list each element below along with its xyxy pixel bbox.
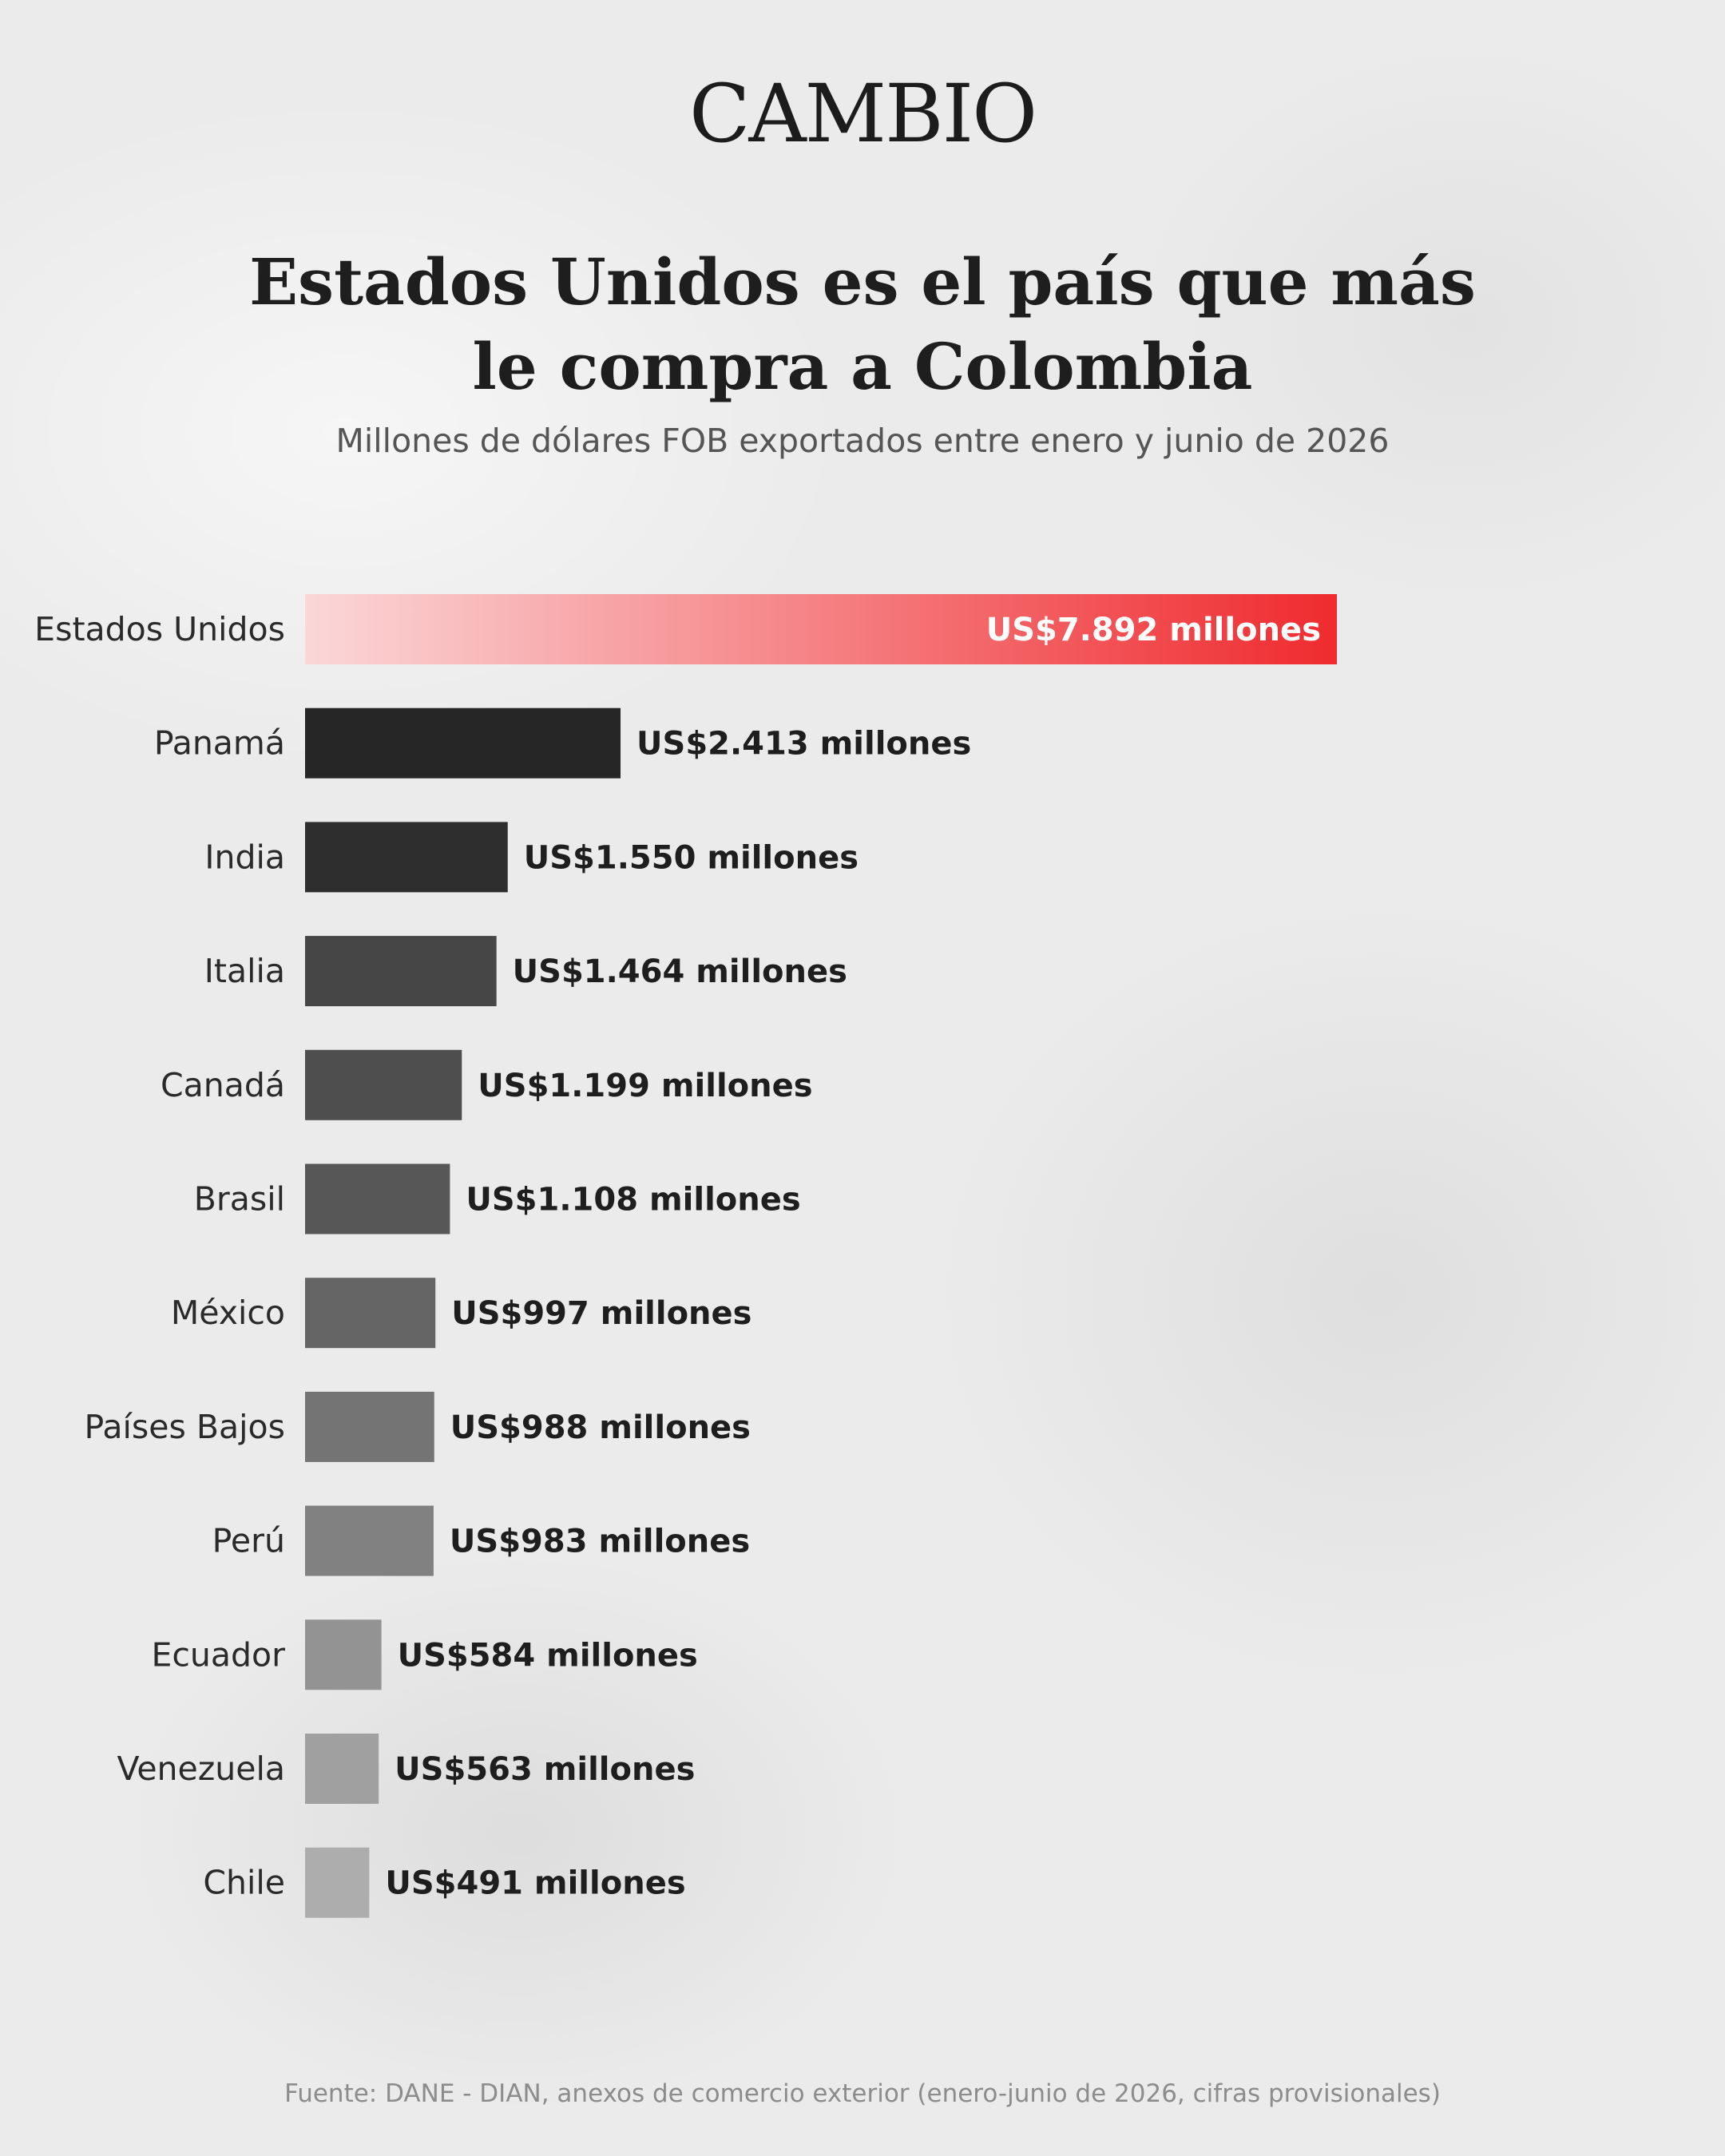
chart-title-line-1: Estados Unidos es el país que más — [249, 244, 1476, 319]
category-label-ecuador: Ecuador — [151, 1635, 285, 1674]
value-label-chile: US$491 millones — [385, 1865, 685, 1902]
bar-chile — [305, 1847, 370, 1918]
chart-title-line-2: le compra a Colombia — [472, 329, 1253, 404]
value-label-brasil: US$1.108 millones — [466, 1182, 800, 1219]
category-label-panama: Panamá — [154, 724, 285, 763]
category-label-italia: Italia — [204, 952, 285, 990]
category-label-chile: Chile — [203, 1864, 285, 1902]
chart-title: Estados Unidos es el país que más le com… — [0, 240, 1725, 409]
bar-venezuela — [305, 1734, 379, 1804]
bar-panama — [305, 707, 621, 779]
category-label-india: India — [204, 838, 285, 876]
category-label-estados-unidos: Estados Unidos — [34, 610, 285, 648]
category-label-brasil: Brasil — [194, 1180, 285, 1219]
value-label-panama: US$2.413 millones — [636, 726, 971, 763]
value-label-estados-unidos: US$7.892 millones — [986, 612, 1321, 648]
category-label-paises-bajos: Países Bajos — [85, 1408, 285, 1446]
bar-brasil — [305, 1163, 450, 1235]
bar-canada — [305, 1049, 462, 1120]
value-label-peru: US$983 millones — [450, 1524, 750, 1560]
chart-subtitle: Millones de dólares FOB exportados entre… — [335, 422, 1390, 460]
value-label-paises-bajos: US$988 millones — [450, 1409, 751, 1446]
bar-paises-bajos — [305, 1391, 434, 1462]
category-label-peru: Perú — [212, 1522, 285, 1560]
source-note: Fuente: DANE - DIAN, anexos de comercio … — [284, 2079, 1441, 2108]
bar-estados-unidos — [305, 594, 1337, 664]
value-label-italia: US$1.464 millones — [513, 953, 847, 990]
value-label-mexico: US$997 millones — [451, 1295, 751, 1332]
value-label-india: US$1.550 millones — [524, 839, 859, 876]
bar-mexico — [305, 1278, 436, 1349]
category-label-venezuela: Venezuela — [117, 1750, 285, 1788]
value-label-venezuela: US$563 millones — [395, 1751, 695, 1788]
bars-group: Estados Unidos US$7.892 millones Panamá US$… — [34, 594, 1337, 1918]
cambio-logo: CAMBIO — [688, 67, 1037, 161]
category-label-mexico: México — [171, 1294, 285, 1332]
bar-italia — [305, 936, 497, 1007]
category-label-canada: Canadá — [161, 1066, 285, 1104]
bar-india — [305, 822, 508, 893]
bar-chart: Estados Unidos US$7.892 millones Panamá US$… — [34, 594, 1337, 1918]
value-label-ecuador: US$584 millones — [398, 1637, 698, 1674]
bar-ecuador — [305, 1619, 382, 1690]
value-label-canada: US$1.199 millones — [478, 1068, 812, 1104]
bar-peru — [305, 1505, 434, 1576]
